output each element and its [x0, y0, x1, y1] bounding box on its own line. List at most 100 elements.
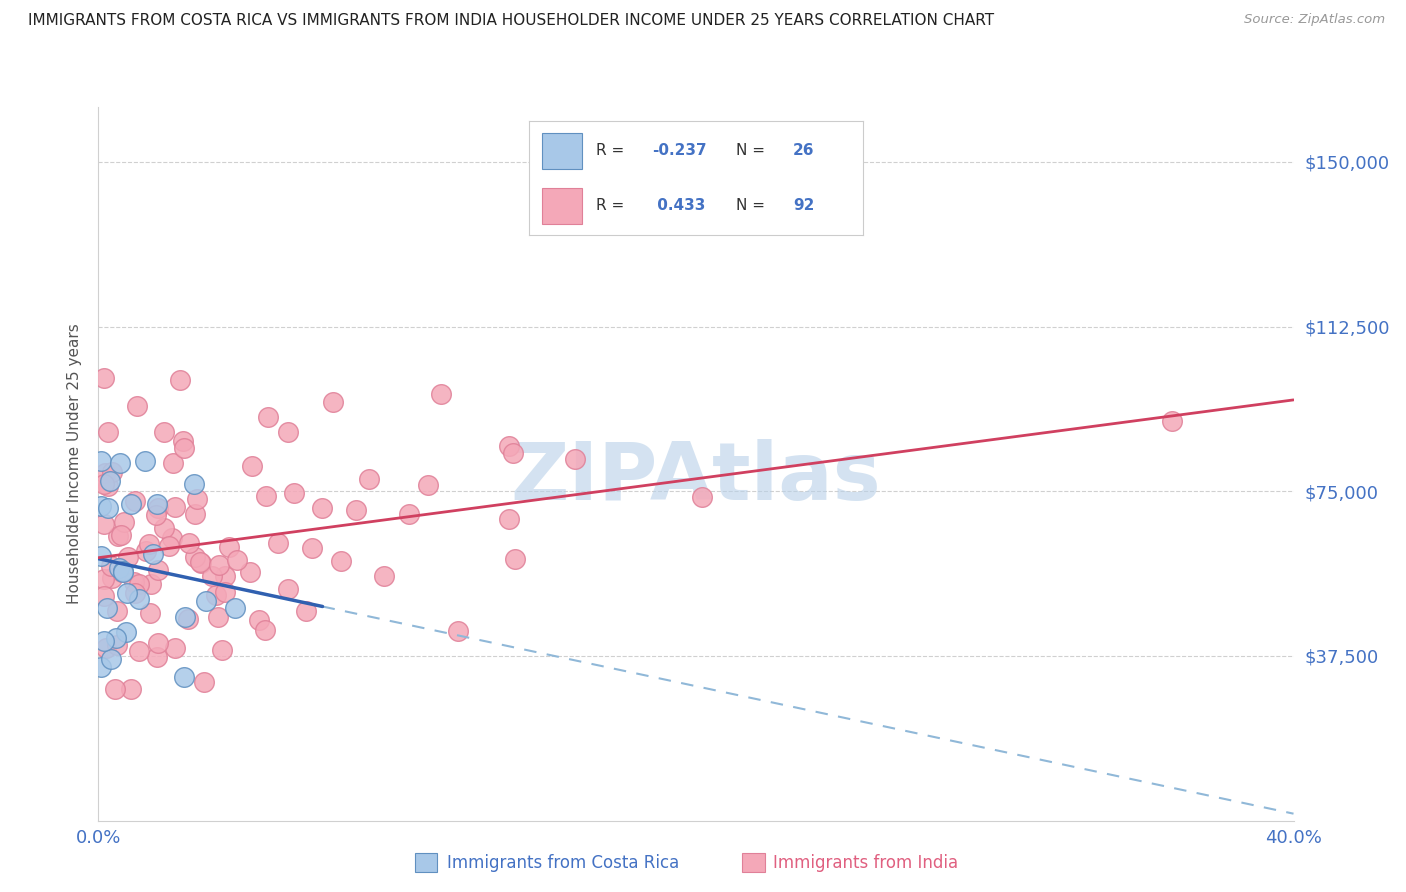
Point — [107, 528, 129, 542]
Point — [90, 660, 112, 674]
Point — [208, 558, 231, 572]
Point — [96, 640, 118, 655]
Point — [214, 585, 236, 599]
Point — [184, 550, 207, 565]
Point — [225, 552, 247, 566]
Point — [90, 453, 112, 467]
Point — [564, 452, 586, 467]
Point — [97, 425, 120, 440]
Point — [239, 565, 262, 579]
Point — [254, 488, 277, 502]
Point — [100, 652, 122, 666]
Point — [127, 399, 149, 413]
Point — [146, 497, 169, 511]
Point — [163, 500, 186, 514]
Point — [430, 386, 453, 401]
Point — [112, 565, 135, 579]
Point — [344, 503, 367, 517]
Point — [301, 541, 323, 555]
Point — [128, 644, 150, 658]
Point — [177, 612, 200, 626]
Point — [104, 632, 127, 646]
Point — [128, 576, 150, 591]
Point — [173, 670, 195, 684]
Point — [418, 478, 440, 492]
Point — [139, 606, 162, 620]
Point — [179, 536, 201, 550]
Point — [94, 466, 117, 480]
Point — [398, 507, 420, 521]
Point — [1160, 414, 1182, 428]
Point — [112, 564, 135, 578]
Point — [100, 559, 122, 574]
Point — [373, 569, 395, 583]
Point — [184, 507, 207, 521]
Point — [124, 494, 146, 508]
Point — [502, 446, 524, 460]
Point — [93, 516, 115, 531]
Point — [690, 490, 713, 504]
Point — [135, 544, 157, 558]
Point — [101, 571, 124, 585]
Point — [97, 500, 120, 515]
Point — [115, 586, 138, 600]
Point — [115, 625, 138, 640]
Point — [146, 501, 169, 516]
Point — [190, 556, 212, 570]
Point — [107, 639, 129, 653]
Point — [224, 601, 246, 615]
Point — [256, 409, 278, 424]
Point — [108, 561, 131, 575]
Point — [165, 641, 187, 656]
Point — [253, 623, 276, 637]
Point — [93, 572, 115, 586]
Point — [295, 604, 318, 618]
Text: IMMIGRANTS FROM COSTA RICA VS IMMIGRANTS FROM INDIA HOUSEHOLDER INCOME UNDER 25 : IMMIGRANTS FROM COSTA RICA VS IMMIGRANTS… — [28, 13, 994, 29]
Point — [162, 456, 184, 470]
Point — [97, 479, 120, 493]
Point — [311, 501, 333, 516]
Point — [214, 568, 236, 582]
Point — [188, 555, 211, 569]
Point — [122, 574, 145, 589]
Point — [247, 613, 270, 627]
Point — [98, 474, 121, 488]
Point — [93, 590, 115, 604]
Point — [93, 633, 115, 648]
Point — [104, 681, 127, 696]
Text: Source: ZipAtlas.com: Source: ZipAtlas.com — [1244, 13, 1385, 27]
Point — [173, 441, 195, 455]
Point — [277, 582, 299, 597]
Point — [322, 395, 344, 409]
Point — [498, 511, 520, 525]
Point — [153, 425, 176, 440]
Point — [110, 528, 132, 542]
Point — [101, 465, 124, 479]
Point — [145, 508, 167, 523]
Point — [138, 537, 160, 551]
Point — [186, 491, 208, 506]
Point — [201, 569, 224, 583]
Text: Immigrants from Costa Rica: Immigrants from Costa Rica — [447, 854, 679, 871]
Point — [173, 610, 195, 624]
Point — [105, 604, 128, 618]
Point — [112, 515, 135, 529]
Point — [117, 549, 139, 564]
Point — [283, 486, 305, 500]
Point — [120, 497, 142, 511]
Point — [128, 591, 150, 606]
Point — [134, 453, 156, 467]
Point — [183, 476, 205, 491]
Point — [120, 681, 142, 696]
Point — [169, 373, 191, 387]
Point — [172, 434, 194, 448]
Point — [159, 540, 181, 554]
Point — [148, 563, 170, 577]
Text: Immigrants from India: Immigrants from India — [773, 854, 959, 871]
Point — [277, 425, 299, 439]
Point — [124, 586, 146, 600]
Point — [108, 456, 131, 470]
Point — [153, 521, 176, 535]
Point — [503, 552, 526, 566]
Point — [240, 459, 263, 474]
